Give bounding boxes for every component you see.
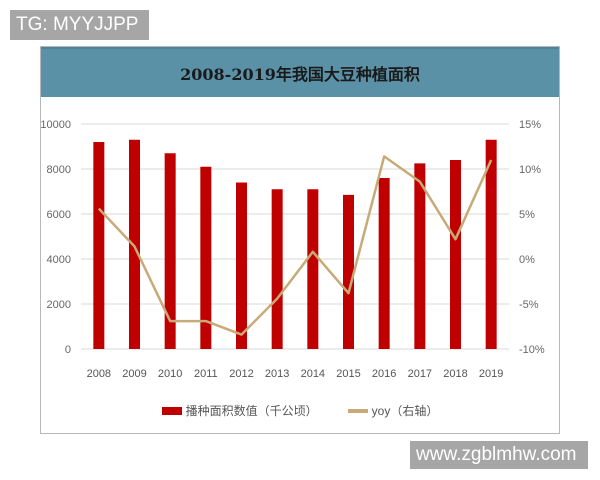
legend-line-label: yoy（右轴） (371, 404, 439, 418)
chart-frame: 2008-2019年我国大豆种植面积 0 2000 4000 6000 8000 1000… (40, 46, 560, 434)
y2-tick-label: 0% (519, 254, 535, 266)
legend: 播种面积数值（千公顷） yoy（右轴） (41, 402, 559, 419)
y-tick-label: 4000 (47, 254, 71, 266)
x-tick-label: 2010 (158, 368, 182, 380)
bar (164, 153, 176, 349)
bar (307, 189, 319, 349)
x-tick-label: 2012 (229, 368, 253, 380)
x-tick-label: 2013 (265, 368, 289, 380)
y-tick-label: 6000 (47, 209, 71, 221)
bar (93, 142, 105, 349)
watermark-bottom: www.zgblmhw.com (410, 441, 588, 469)
y2-tick-label: -5% (519, 299, 539, 311)
bar (200, 166, 212, 349)
chart-title: 2008-2019年我国大豆种植面积 (180, 65, 420, 84)
legend-bar-label: 播种面积数值（千公顷） (185, 404, 318, 418)
bar (450, 160, 461, 349)
x-tick-label: 2011 (194, 368, 218, 380)
y2-tick-label: 10% (519, 164, 541, 176)
bar (236, 182, 247, 349)
y-tick-label: 2000 (47, 299, 71, 311)
x-tick-label: 2014 (301, 368, 325, 380)
x-tick-label: 2015 (336, 368, 360, 380)
y2-tick-label: -10% (519, 344, 545, 356)
bar (271, 189, 283, 349)
x-tick-label: 2018 (443, 368, 467, 380)
bar (129, 139, 140, 349)
x-tick-label: 2016 (372, 368, 396, 380)
legend-item-line: yoy（右轴） (347, 402, 439, 419)
legend-item-bar: 播种面积数值（千公顷） (161, 402, 318, 419)
yoy-line (97, 155, 493, 336)
legend-line-swatch (347, 408, 368, 413)
bar (343, 194, 354, 349)
plot-area: 0 2000 4000 6000 8000 10000 -10% -5% 0% 5% 10% 15% 2… (41, 119, 545, 380)
x-tick-label: 2008 (87, 368, 111, 380)
x-tick-label: 2009 (122, 368, 146, 380)
bar (378, 178, 390, 349)
watermark-top: TG: MYYJJPP (10, 10, 149, 40)
chart-title-bar: 2008-2019年我国大豆种植面积 (41, 47, 559, 97)
bar (485, 139, 497, 349)
y-tick-label: 10000 (41, 119, 71, 131)
y2-tick-label: 5% (519, 209, 535, 221)
y2-tick-label: 15% (519, 119, 541, 131)
bar (414, 163, 426, 349)
y-tick-label: 8000 (47, 164, 71, 176)
x-tick-label: 2017 (408, 368, 432, 380)
legend-bar-swatch (161, 406, 182, 415)
y-tick-label: 0 (65, 344, 71, 356)
x-tick-label: 2019 (479, 368, 503, 380)
